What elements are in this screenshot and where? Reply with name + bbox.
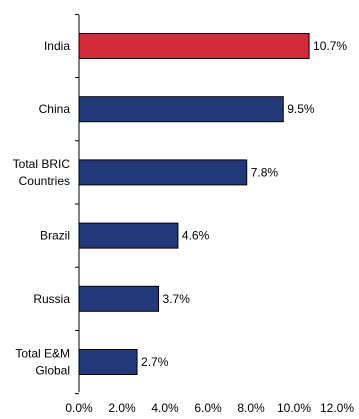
category-label: Total E&M — [15, 347, 70, 361]
category-label: Global — [35, 364, 70, 378]
x-tick-label: 10.0% — [277, 401, 311, 415]
category-label: China — [39, 102, 71, 116]
category-label: India — [44, 39, 70, 53]
value-label: 2.7% — [141, 355, 169, 369]
tick-labels-group: 0.0% 2.0% 4.0% 6.0% 8.0% 10.0% 12.0% — [65, 401, 354, 415]
category-label: Brazil — [40, 229, 70, 243]
category-label: Russia — [33, 292, 70, 306]
x-tick-label: 6.0% — [194, 401, 222, 415]
x-tick-label: 12.0% — [320, 401, 354, 415]
bar — [78, 349, 138, 375]
bar — [78, 33, 310, 59]
bars-group — [78, 33, 310, 375]
value-label: 10.7% — [313, 39, 347, 53]
category-label: Total BRIC — [13, 157, 71, 171]
axis-group — [75, 13, 80, 395]
category-label: Countries — [19, 174, 70, 188]
category-labels-group: India China Total BRIC Countries Brazil Russi… — [13, 39, 71, 378]
bar — [78, 96, 284, 123]
value-labels-group: 10.7% 9.5% 7.8% 4.6% 3.7% 2.7% — [141, 39, 347, 369]
value-label: 4.6% — [182, 229, 210, 243]
value-label: 3.7% — [163, 292, 191, 306]
x-tick-label: 8.0% — [237, 401, 265, 415]
x-tick-label: 4.0% — [151, 401, 179, 415]
value-label: 9.5% — [287, 102, 315, 116]
x-tick-label: 2.0% — [108, 401, 136, 415]
bar — [78, 285, 160, 312]
value-label: 7.8% — [251, 165, 279, 179]
bar — [78, 159, 248, 186]
x-tick-label: 0.0% — [65, 401, 93, 415]
bar — [78, 222, 179, 249]
